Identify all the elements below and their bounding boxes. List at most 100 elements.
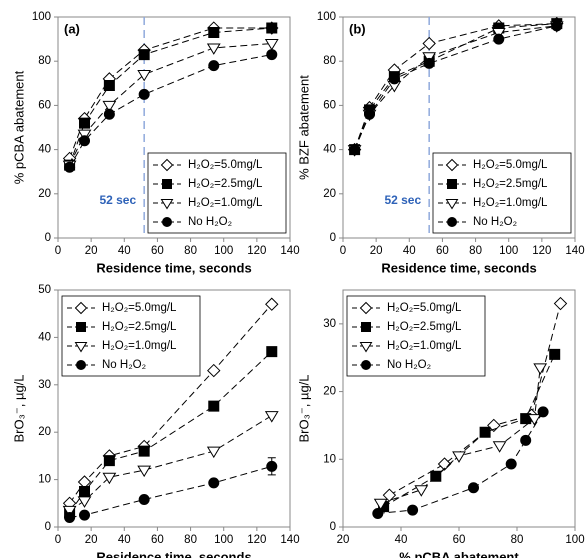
legend-label: No H₂O₂ bbox=[102, 359, 146, 371]
marker bbox=[487, 418, 501, 433]
series-line bbox=[377, 411, 544, 514]
y-tick-label: 80 bbox=[323, 55, 336, 67]
x-tick-label: 20 bbox=[337, 534, 350, 546]
marker bbox=[372, 508, 384, 519]
x-tick-label: 40 bbox=[118, 534, 131, 546]
x-tick-label: 80 bbox=[511, 534, 524, 546]
panel-label: (b) bbox=[349, 21, 366, 36]
y-tick-label: 30 bbox=[38, 379, 51, 391]
legend-label: H₂O₂=5.0mg/L bbox=[188, 159, 263, 171]
plot-frame bbox=[57, 16, 291, 239]
x-tick-label: 80 bbox=[184, 245, 197, 257]
y-tick-label: 100 bbox=[317, 11, 336, 23]
legend-marker bbox=[76, 322, 86, 332]
marker bbox=[77, 129, 92, 142]
marker bbox=[505, 458, 517, 470]
x-tick-label: 40 bbox=[118, 245, 131, 257]
marker bbox=[492, 441, 507, 453]
series-line bbox=[69, 54, 272, 168]
x-tick-label: 100 bbox=[214, 245, 233, 257]
legend-label: H₂O₂=5.0mg/L bbox=[387, 302, 462, 314]
marker bbox=[364, 108, 376, 120]
marker bbox=[137, 69, 152, 82]
series-line bbox=[380, 367, 541, 504]
y-tick-label: 20 bbox=[323, 386, 336, 398]
y-tick-label: 40 bbox=[38, 331, 51, 343]
y-tick-label: 30 bbox=[323, 318, 336, 330]
marker bbox=[64, 512, 76, 523]
y-tick-label: 60 bbox=[323, 99, 336, 111]
marker bbox=[102, 472, 117, 485]
y-tick-label: 0 bbox=[330, 521, 336, 533]
plot-frame bbox=[342, 16, 576, 239]
x-tick-label: 40 bbox=[395, 534, 408, 546]
legend-marker bbox=[447, 179, 457, 189]
marker bbox=[520, 413, 532, 425]
legend-label: H₂O₂=1.0mg/L bbox=[473, 197, 548, 209]
legend-marker bbox=[162, 179, 172, 189]
marker bbox=[452, 451, 466, 463]
series-line bbox=[354, 23, 557, 150]
y-tick-label: 20 bbox=[323, 188, 336, 200]
marker bbox=[423, 57, 435, 69]
legend-marker bbox=[359, 301, 373, 315]
y-tick-label: 0 bbox=[45, 232, 51, 244]
legend-marker bbox=[75, 360, 87, 370]
x-tick-label: 40 bbox=[403, 245, 416, 257]
x-axis-title: Residence time, seconds bbox=[381, 260, 536, 275]
y-tick-label: 100 bbox=[32, 11, 51, 23]
x-tick-label: 20 bbox=[85, 534, 98, 546]
marker bbox=[349, 144, 361, 156]
legend-label: H₂O₂=2.5mg/L bbox=[473, 178, 548, 190]
legend-label: H₂O₂=1.0mg/L bbox=[188, 197, 263, 209]
marker bbox=[467, 482, 480, 494]
marker bbox=[414, 485, 429, 497]
legend-label: No H₂O₂ bbox=[473, 216, 517, 228]
marker bbox=[266, 49, 278, 60]
marker bbox=[553, 296, 568, 311]
legend-marker bbox=[361, 322, 371, 332]
x-tick-label: 100 bbox=[499, 245, 518, 257]
series-line bbox=[69, 415, 273, 511]
marker bbox=[207, 363, 221, 378]
x-axis-title: Residence time, seconds bbox=[96, 549, 251, 558]
marker bbox=[549, 348, 561, 360]
marker bbox=[208, 26, 220, 38]
marker bbox=[62, 505, 77, 518]
series-line bbox=[69, 351, 273, 514]
x-tick-label: 0 bbox=[55, 245, 61, 257]
marker bbox=[422, 36, 436, 51]
y-tick-label: 0 bbox=[45, 521, 51, 533]
marker bbox=[79, 485, 91, 497]
x-tick-label: 120 bbox=[247, 245, 266, 257]
marker bbox=[265, 297, 279, 311]
y-tick-label: 0 bbox=[330, 232, 336, 244]
legend-label: H₂O₂=2.5mg/L bbox=[102, 321, 177, 333]
marker bbox=[266, 460, 278, 472]
y-tick-label: 10 bbox=[38, 474, 51, 486]
x-tick-label: 80 bbox=[469, 245, 482, 257]
legend-label: H₂O₂=5.0mg/L bbox=[473, 159, 548, 171]
marker bbox=[491, 27, 506, 40]
legend-label: H₂O₂=1.0mg/L bbox=[102, 340, 177, 352]
legend-marker bbox=[160, 199, 174, 210]
x-tick-label: 20 bbox=[370, 245, 383, 257]
series-line bbox=[69, 303, 273, 504]
y-axis-title: % pCBA abatement bbox=[11, 70, 26, 184]
x-tick-label: 100 bbox=[214, 534, 233, 546]
x-tick-label: 100 bbox=[565, 534, 584, 546]
marker bbox=[137, 465, 152, 478]
marker bbox=[206, 43, 221, 55]
marker bbox=[520, 434, 532, 446]
y-tick-label: 60 bbox=[38, 99, 51, 111]
y-tick-label: 40 bbox=[323, 144, 336, 156]
plot-frame bbox=[57, 289, 291, 528]
marker bbox=[437, 457, 452, 471]
x-tick-label: 20 bbox=[85, 245, 98, 257]
y-axis-title: BrO₃⁻, µg/L bbox=[296, 374, 311, 442]
marker bbox=[77, 496, 92, 508]
x-tick-label: 60 bbox=[151, 534, 164, 546]
marker bbox=[138, 445, 150, 457]
marker bbox=[533, 363, 548, 375]
